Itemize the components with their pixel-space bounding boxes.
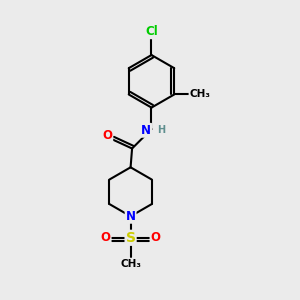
Text: H: H (157, 125, 165, 135)
Text: N: N (141, 124, 151, 137)
Text: CH₃: CH₃ (189, 89, 210, 100)
Text: O: O (100, 231, 110, 244)
Text: O: O (102, 130, 112, 142)
Text: S: S (126, 231, 136, 245)
Text: Cl: Cl (145, 25, 158, 38)
Text: O: O (151, 231, 161, 244)
Text: N: N (126, 210, 136, 223)
Text: CH₃: CH₃ (120, 259, 141, 269)
